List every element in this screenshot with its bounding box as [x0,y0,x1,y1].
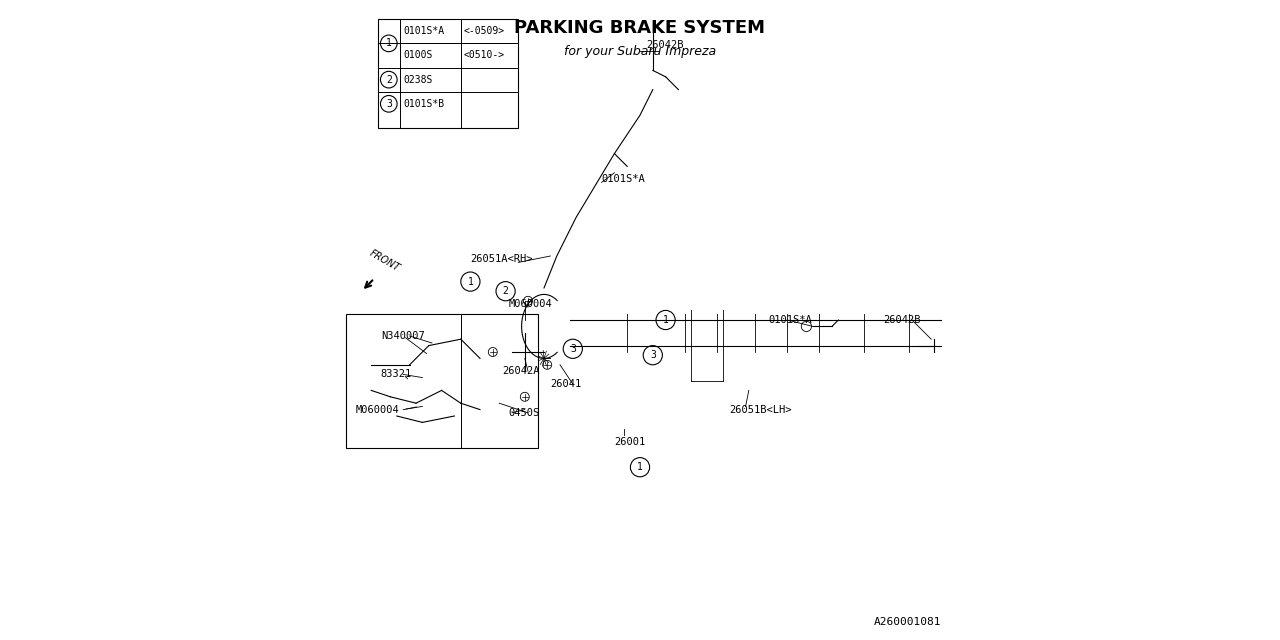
Text: <0510->: <0510-> [465,51,506,60]
Text: 83321: 83321 [381,369,412,380]
Text: 26042B: 26042B [646,40,684,50]
Bar [346,314,538,448]
Text: 26001: 26001 [614,436,645,447]
Text: 3: 3 [385,99,392,109]
Text: 3: 3 [570,344,576,354]
FancyBboxPatch shape [378,19,518,128]
Text: 1: 1 [467,276,474,287]
Text: PARKING BRAKE SYSTEM: PARKING BRAKE SYSTEM [515,19,765,37]
Text: 1: 1 [663,315,668,325]
Text: FRONT: FRONT [369,248,402,273]
Text: 0101S*A: 0101S*A [768,315,812,325]
Text: 0101S*A: 0101S*A [602,174,645,184]
Text: M060004: M060004 [356,404,399,415]
Text: 1: 1 [385,38,392,49]
Text: A260001081: A260001081 [873,617,941,627]
Text: N340007: N340007 [381,331,425,341]
Text: 26041: 26041 [550,379,581,389]
Text: 0101S*B: 0101S*B [403,99,444,109]
Text: 2: 2 [503,286,508,296]
Text: 1: 1 [637,462,643,472]
Text: 26051B<LH>: 26051B<LH> [730,404,792,415]
Text: 0238S: 0238S [403,75,433,84]
Text: for your Subaru Impreza: for your Subaru Impreza [564,45,716,58]
Text: 3: 3 [650,350,655,360]
Text: 2: 2 [385,75,392,84]
Text: 0450S: 0450S [508,408,540,418]
Text: 0101S*A: 0101S*A [403,26,444,36]
Text: 0100S: 0100S [403,51,433,60]
Text: M060004: M060004 [508,299,553,309]
Text: 26042B: 26042B [883,315,920,325]
Text: 26051A<RH>: 26051A<RH> [471,254,532,264]
Text: 26042A: 26042A [502,366,540,376]
Text: <-0509>: <-0509> [465,26,506,36]
